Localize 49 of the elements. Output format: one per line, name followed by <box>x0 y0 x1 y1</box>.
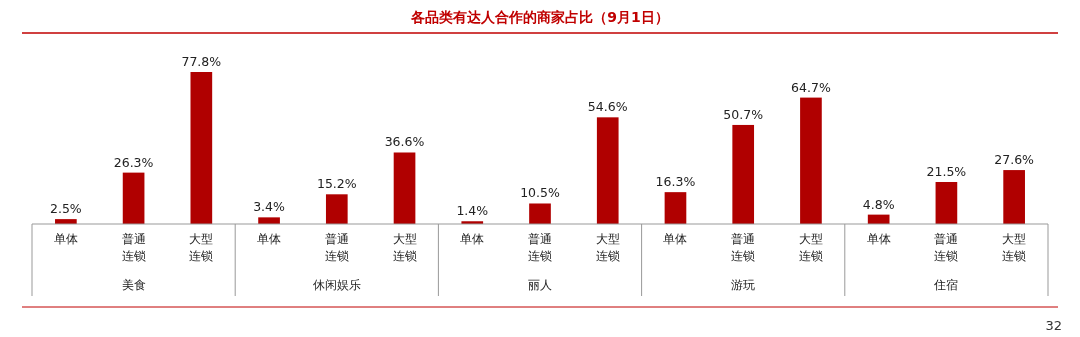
data-label: 77.8% <box>181 54 222 69</box>
bar <box>800 97 822 224</box>
data-label: 36.6% <box>384 134 425 150</box>
text: 游玩 <box>731 278 756 292</box>
bar <box>1003 170 1025 224</box>
x-tick-label: 普通连锁 <box>324 232 349 263</box>
bar <box>664 192 687 224</box>
x-tick-label: 普通连锁 <box>731 232 756 263</box>
bar <box>935 182 958 224</box>
data-label: 16.3% <box>655 174 696 190</box>
x-tick-label: 单体 <box>257 232 282 246</box>
data-label: 26.3% <box>113 154 154 170</box>
data-label: 3.4% <box>253 199 286 215</box>
data-label: 50.7% <box>723 106 764 122</box>
bar <box>190 72 213 224</box>
text: 住宿 <box>933 278 959 292</box>
x-tick-label: 单体 <box>866 232 891 246</box>
data-label: 21.5% <box>926 163 967 179</box>
x-tick-label: 大型连锁 <box>1002 232 1027 263</box>
x-tick-label: 单体 <box>663 232 688 246</box>
data-label: 64.7% <box>791 79 831 95</box>
chart-title: 各品类有达人合作的商家占比（9月1日） <box>410 9 669 25</box>
x-tick-label: 普通连锁 <box>528 232 552 263</box>
x-tick-label: 大型连锁 <box>595 232 620 263</box>
bar <box>393 152 416 224</box>
data-label: 15.2% <box>316 176 357 192</box>
bar <box>258 217 280 224</box>
data-label: 4.8% <box>862 196 895 212</box>
data-label: 27.6% <box>994 152 1035 168</box>
bar <box>596 117 619 224</box>
data-label: 10.5% <box>520 185 560 201</box>
bar <box>732 124 755 224</box>
bar <box>529 203 551 224</box>
x-tick-label: 大型连锁 <box>798 232 823 263</box>
text: 32 <box>1045 318 1062 333</box>
data-label: 54.6% <box>587 99 628 115</box>
x-tick-label: 大型连锁 <box>392 232 417 263</box>
data-label: 2.5% <box>49 201 82 217</box>
text: 休闲娱乐 <box>312 278 361 292</box>
x-tick-label: 单体 <box>53 232 78 246</box>
x-tick-label: 大型连锁 <box>189 232 214 263</box>
text: 丽人 <box>528 278 552 292</box>
bar <box>325 194 348 224</box>
data-label: 1.4% <box>456 203 489 219</box>
x-tick-label: 普通连锁 <box>121 232 146 263</box>
bar <box>122 172 145 224</box>
text: 美食 <box>121 278 146 292</box>
x-tick-label: 普通连锁 <box>934 232 959 263</box>
x-tick-label: 单体 <box>460 232 485 246</box>
